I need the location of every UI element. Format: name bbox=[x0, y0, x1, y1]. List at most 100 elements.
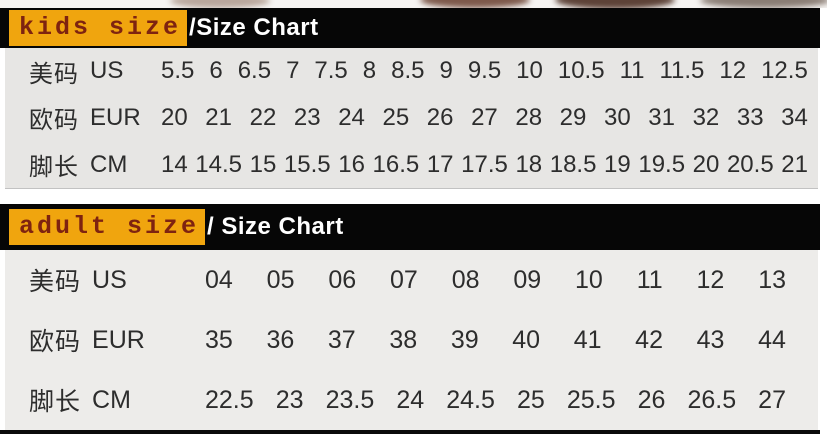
size-value: 22 bbox=[249, 103, 277, 131]
size-value: 8.5 bbox=[391, 57, 425, 85]
kids-size-highlight-label: kids size bbox=[9, 10, 188, 46]
size-value: 20 bbox=[161, 103, 188, 131]
size-value: 19.5 bbox=[638, 150, 686, 178]
size-value: 29 bbox=[559, 103, 587, 131]
photo-blur-blob bbox=[170, 0, 270, 8]
kids-cm-row: 脚长 CM 14 14.5 15 15.5 16 16.5 17 17.5 18 18.5 19 19… bbox=[5, 147, 818, 182]
size-value: 26.5 bbox=[687, 385, 737, 414]
size-value: 13 bbox=[758, 265, 786, 294]
size-value: 12 bbox=[696, 265, 725, 294]
row-label-code: US bbox=[92, 265, 127, 294]
row-values: 04 05 06 07 08 09 10 11 12 13 bbox=[179, 266, 808, 295]
size-value: 31 bbox=[648, 103, 675, 131]
adult-size-chart-title: / Size Chart bbox=[207, 213, 344, 240]
size-value: 05 bbox=[266, 265, 295, 294]
size-value: 44 bbox=[758, 325, 786, 354]
size-value: 21 bbox=[205, 103, 232, 131]
photo-blur-blob bbox=[700, 0, 827, 8]
size-value: 04 bbox=[205, 265, 233, 294]
photo-edge-strip bbox=[0, 0, 827, 8]
size-value: 27 bbox=[471, 103, 498, 131]
size-value: 11 bbox=[619, 57, 645, 85]
size-value: 33 bbox=[736, 103, 764, 131]
size-value: 27 bbox=[758, 385, 786, 414]
size-value: 6.5 bbox=[237, 57, 272, 85]
adult-us-row: 美码 US 04 05 06 07 08 09 10 11 12 13 bbox=[5, 262, 818, 298]
bottom-divider-bar bbox=[0, 430, 820, 434]
size-value: 06 bbox=[328, 265, 357, 294]
size-value: 10 bbox=[516, 57, 543, 85]
row-label-chinese: 脚长 bbox=[29, 154, 79, 182]
row-label-chinese: 欧码 bbox=[29, 107, 79, 135]
row-label-chinese: 脚长 bbox=[29, 388, 82, 416]
row-label: 脚长 CM bbox=[29, 147, 161, 182]
kids-eur-row: 欧码 EUR 20 21 22 23 24 25 26 27 28 29 30 31 32 33 34 bbox=[5, 100, 818, 135]
size-value: 12.5 bbox=[761, 57, 808, 85]
size-value: 40 bbox=[512, 325, 541, 354]
size-value: 16 bbox=[338, 150, 365, 178]
size-value: 10.5 bbox=[557, 57, 605, 85]
size-value: 15.5 bbox=[283, 150, 331, 178]
size-value: 08 bbox=[451, 265, 480, 294]
kids-size-chart-title: /Size Chart bbox=[189, 14, 319, 41]
row-label-chinese: 欧码 bbox=[29, 328, 82, 356]
size-value: 43 bbox=[696, 325, 725, 354]
size-value: 20 bbox=[692, 150, 720, 178]
row-label: 美码 US bbox=[29, 54, 161, 89]
row-label: 脚长 CM bbox=[29, 382, 179, 418]
adult-size-table: 美码 US 04 05 06 07 08 09 10 11 12 13 欧码 EUR 35 36 37… bbox=[5, 250, 818, 430]
size-value: 09 bbox=[513, 265, 542, 294]
adult-size-chart-header: adult size / Size Chart bbox=[0, 204, 820, 250]
row-label-chinese: 美码 bbox=[29, 268, 82, 296]
size-value: 12 bbox=[719, 57, 747, 85]
size-value: 23 bbox=[293, 103, 321, 131]
size-value: 14.5 bbox=[195, 150, 243, 178]
size-value: 20.5 bbox=[726, 150, 774, 178]
size-value: 17.5 bbox=[461, 150, 508, 178]
size-value: 14 bbox=[161, 150, 188, 178]
row-label-chinese: 美码 bbox=[29, 60, 79, 88]
size-value: 07 bbox=[390, 265, 418, 294]
size-value: 18 bbox=[515, 150, 543, 178]
row-label-code: CM bbox=[90, 150, 128, 178]
kids-us-row: 美码 US 5.5 6 6.5 7 7.5 8 8.5 9 9.5 10 10.5 11 11.5 12 1… bbox=[5, 54, 818, 89]
size-value: 24.5 bbox=[446, 385, 495, 414]
size-value: 36 bbox=[266, 325, 295, 354]
row-label-code: EUR bbox=[90, 103, 141, 131]
size-value: 38 bbox=[389, 325, 418, 354]
size-value: 23.5 bbox=[325, 385, 375, 414]
photo-blur-blob bbox=[555, 0, 675, 8]
size-value: 41 bbox=[573, 325, 602, 354]
size-value: 21 bbox=[781, 150, 808, 178]
size-value: 35 bbox=[205, 325, 233, 354]
size-value: 34 bbox=[781, 103, 808, 131]
size-value: 9 bbox=[439, 57, 453, 85]
kids-size-table: 美码 US 5.5 6 6.5 7 7.5 8 8.5 9 9.5 10 10.5 11 11.5 12 1… bbox=[5, 48, 818, 189]
size-value: 42 bbox=[635, 325, 663, 354]
size-value: 39 bbox=[450, 325, 479, 354]
size-value: 22.5 bbox=[205, 385, 254, 414]
size-value: 18.5 bbox=[549, 150, 597, 178]
row-label: 欧码 EUR bbox=[29, 100, 161, 135]
row-label: 美码 US bbox=[29, 262, 179, 298]
row-label-code: EUR bbox=[92, 325, 145, 354]
size-value: 6 bbox=[209, 57, 223, 85]
size-value: 8 bbox=[362, 57, 377, 85]
size-value: 7.5 bbox=[314, 57, 348, 85]
size-value: 19 bbox=[604, 150, 631, 178]
size-value: 10 bbox=[575, 265, 603, 294]
row-values: 5.5 6 6.5 7 7.5 8 8.5 9 9.5 10 10.5 11 11.5 12 12.5 bbox=[161, 57, 808, 85]
size-value: 15 bbox=[249, 150, 277, 178]
size-value: 28 bbox=[515, 103, 543, 131]
size-value: 32 bbox=[692, 103, 720, 131]
size-value: 24 bbox=[396, 385, 425, 414]
adult-cm-row: 脚长 CM 22.5 23 23.5 24 24.5 25 25.5 26 26.5 27 bbox=[5, 382, 818, 418]
kids-size-chart-header: kids size /Size Chart bbox=[0, 8, 820, 48]
size-value: 7 bbox=[286, 57, 300, 85]
row-label-code: US bbox=[90, 57, 124, 85]
adult-eur-row: 欧码 EUR 35 36 37 38 39 40 41 42 43 44 bbox=[5, 322, 818, 358]
row-values: 14 14.5 15 15.5 16 16.5 17 17.5 18 18.5 19 19.5 20 20… bbox=[161, 151, 808, 179]
row-values: 35 36 37 38 39 40 41 42 43 44 bbox=[179, 326, 808, 355]
size-value: 25 bbox=[516, 385, 545, 414]
size-value: 30 bbox=[603, 103, 631, 131]
